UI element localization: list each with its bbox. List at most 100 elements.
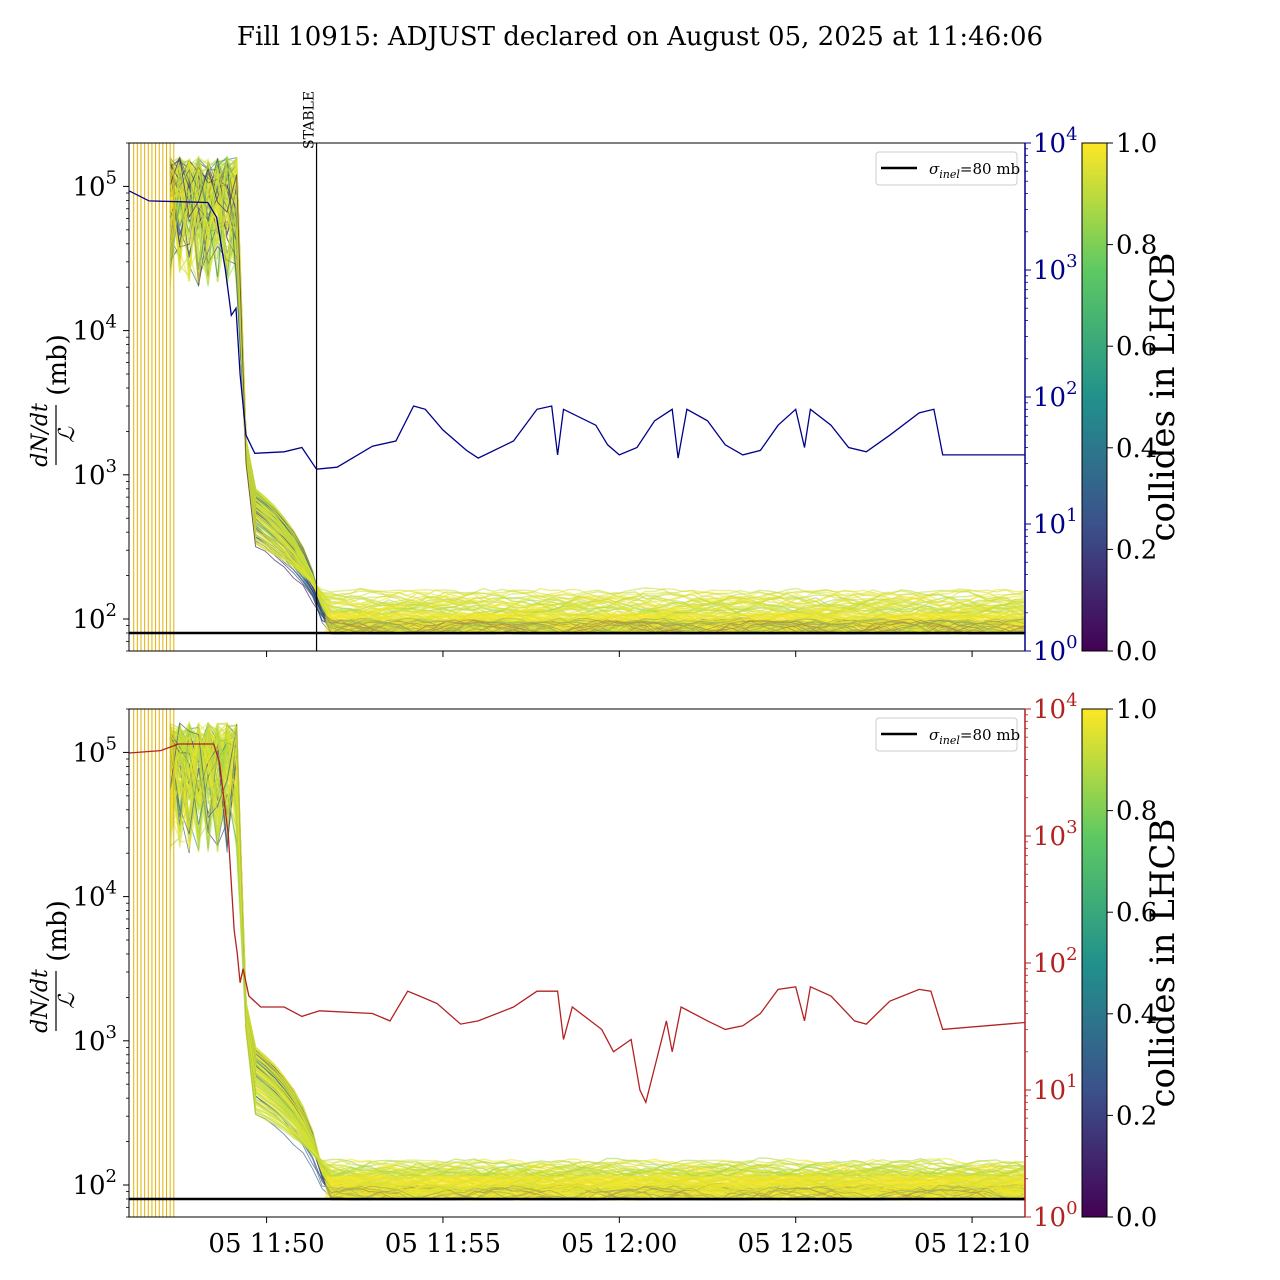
bottom-colorbar-tick-label: 0.6 bbox=[1116, 898, 1157, 928]
bottom-left-tick-base: 10 bbox=[72, 883, 105, 913]
bottom-y-axis-label: dN/dt ℒ (mb) bbox=[28, 900, 80, 1033]
bottom-x-tick-label: 05 12:10 bbox=[914, 1229, 1030, 1259]
top-left-tick-exp: 4 bbox=[106, 312, 117, 333]
bottom-right-tick-base: 10 bbox=[1033, 695, 1066, 725]
bottom-plot-layer bbox=[129, 709, 1025, 1217]
top-right-tick-exp: 2 bbox=[1066, 378, 1077, 399]
bottom-ylabel-denominator: ℒ bbox=[55, 992, 80, 1009]
bottom-right-tick-label: 103 bbox=[1033, 817, 1078, 852]
top-legend: σinel=80 mb bbox=[875, 151, 1020, 186]
top-ylabel-numerator: dN/dt bbox=[28, 403, 53, 467]
bottom-right-tick-label: 101 bbox=[1033, 1071, 1078, 1106]
bottom-left-tick-label: 102 bbox=[72, 1166, 117, 1201]
top-left-tick-exp: 5 bbox=[106, 167, 117, 188]
top-left-tick-base: 10 bbox=[72, 317, 105, 347]
top-colorbar-tick-label: 1.0 bbox=[1116, 129, 1157, 159]
top-colorbar-tick-label: 0.2 bbox=[1116, 535, 1157, 565]
bottom-right-tick-exp: 1 bbox=[1066, 1071, 1077, 1092]
top-stable-label: STABLE bbox=[302, 91, 318, 149]
top-right-tick-label: 100 bbox=[1033, 632, 1078, 667]
top-right-tick-base: 10 bbox=[1033, 510, 1066, 540]
bottom-right-tick-exp: 0 bbox=[1066, 1198, 1077, 1219]
top-right-series bbox=[129, 190, 1025, 470]
bottom-legend-subscript: inel bbox=[939, 734, 960, 747]
top-ylabel-unit: (mb) bbox=[43, 334, 73, 396]
bottom-bunch-line bbox=[170, 726, 1025, 1192]
bottom-right-tick-label: 102 bbox=[1033, 944, 1078, 979]
bottom-right-tick-exp: 3 bbox=[1066, 817, 1077, 838]
top-colorbar-gradient bbox=[1081, 142, 1108, 652]
bottom-ylabel-numerator: dN/dt bbox=[28, 969, 53, 1033]
bottom-right-tick-label: 104 bbox=[1033, 690, 1078, 725]
bottom-bunch-band bbox=[169, 721, 1025, 1201]
bottom-left-tick-base: 10 bbox=[72, 1171, 105, 1201]
bottom-colorbar-tick-label: 1.0 bbox=[1116, 695, 1157, 725]
top-colorbar: 0.0 0.2 0.4 0.6 0.8 1.0 collides in LHCB bbox=[1081, 129, 1183, 667]
top-bunch-band bbox=[169, 154, 1025, 635]
top-left-tick-label: 103 bbox=[72, 456, 117, 491]
top-left-tick-base: 10 bbox=[72, 605, 105, 635]
bottom-legend-symbol: σ bbox=[929, 726, 940, 744]
bottom-right-tick-exp: 2 bbox=[1066, 944, 1077, 965]
top-right-tick-exp: 4 bbox=[1066, 124, 1077, 145]
bottom-colorbar-tick-label: 0.2 bbox=[1116, 1101, 1157, 1131]
bottom-right-tick-base: 10 bbox=[1033, 949, 1066, 979]
top-ylabel-denominator: ℒ bbox=[55, 426, 80, 443]
top-legend-text: =80 mb bbox=[960, 160, 1020, 178]
bottom-legend-text: =80 mb bbox=[960, 726, 1020, 744]
bottom-colorbar-label: collides in LHCB bbox=[1143, 818, 1183, 1107]
top-y-axis-label: dN/dt ℒ (mb) bbox=[28, 334, 80, 467]
bottom-left-tick-exp: 5 bbox=[106, 733, 117, 754]
top-bunch-line bbox=[169, 157, 1025, 607]
top-left-tick-label: 104 bbox=[72, 312, 117, 347]
top-legend-box bbox=[875, 151, 1018, 186]
top-bunch-line bbox=[169, 166, 1025, 607]
bottom-right-tick-exp: 4 bbox=[1066, 690, 1077, 711]
bottom-x-tick-label: 05 12:00 bbox=[561, 1229, 677, 1259]
top-left-tick-base: 10 bbox=[72, 461, 105, 491]
bottom-legend-box bbox=[875, 717, 1018, 752]
bottom-right-tick-base: 10 bbox=[1033, 1203, 1066, 1233]
top-legend-symbol: σ bbox=[929, 160, 940, 178]
bottom-left-tick-label: 103 bbox=[72, 1022, 117, 1057]
bottom-colorbar-tick-label: 0.0 bbox=[1116, 1203, 1157, 1233]
bottom-right-tick-label: 100 bbox=[1033, 1198, 1078, 1233]
bottom-spikes bbox=[133, 709, 175, 1217]
bottom-right-tick-base: 10 bbox=[1033, 1076, 1066, 1106]
top-colorbar-ticks: 0.0 0.2 0.4 0.6 0.8 1.0 bbox=[1107, 129, 1157, 667]
figure-title: Fill 10915: ADJUST declared on August 05… bbox=[237, 22, 1043, 52]
top-colorbar-label: collides in LHCB bbox=[1143, 252, 1183, 541]
top-legend-label: σinel=80 mb bbox=[929, 160, 1020, 181]
top-right-tick-base: 10 bbox=[1033, 383, 1066, 413]
bottom-left-tick-label: 105 bbox=[72, 733, 117, 768]
top-right-tick-base: 10 bbox=[1033, 637, 1066, 667]
bottom-left-tick-label: 104 bbox=[72, 878, 117, 913]
bottom-right-tick-base: 10 bbox=[1033, 822, 1066, 852]
bottom-plot-frame bbox=[128, 708, 1026, 1218]
top-right-tick-base: 10 bbox=[1033, 256, 1066, 286]
top-right-tick-exp: 3 bbox=[1066, 251, 1077, 272]
bottom-legend-label: σinel=80 mb bbox=[929, 726, 1020, 747]
top-left-tick-exp: 2 bbox=[106, 600, 117, 621]
top-right-tick-label: 102 bbox=[1033, 378, 1078, 413]
top-colorbar-tick-label: 0.6 bbox=[1116, 332, 1157, 362]
top-right-tick-label: 104 bbox=[1033, 124, 1078, 159]
top-spikes bbox=[133, 143, 175, 651]
top-legend-subscript: inel bbox=[939, 168, 960, 181]
bottom-colorbar: 0.0 0.2 0.4 0.6 0.8 1.0 collides in LHCB bbox=[1081, 695, 1183, 1233]
bottom-colorbar-gradient bbox=[1081, 708, 1108, 1218]
bottom-x-tick-label: 05 11:50 bbox=[208, 1229, 324, 1259]
bottom-left-tick-exp: 3 bbox=[106, 1022, 117, 1043]
bottom-colorbar-tick-label: 0.8 bbox=[1116, 797, 1157, 827]
top-left-tick-label: 105 bbox=[72, 167, 117, 202]
top-left-tick-base: 10 bbox=[72, 172, 105, 202]
bottom-legend: σinel=80 mb bbox=[875, 717, 1020, 752]
top-right-tick-base: 10 bbox=[1033, 129, 1066, 159]
bottom-bunch-line bbox=[169, 726, 1025, 1178]
top-plot-layer bbox=[129, 143, 1025, 651]
top-left-tick-exp: 3 bbox=[106, 456, 117, 477]
